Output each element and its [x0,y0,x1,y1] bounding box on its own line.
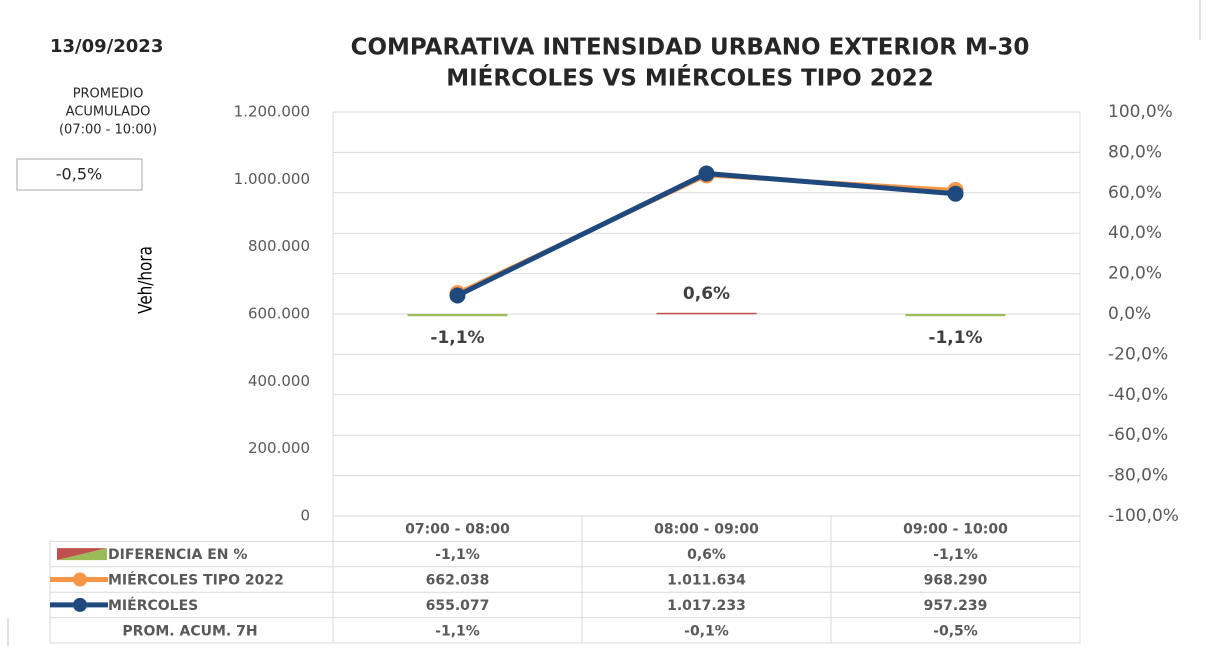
y2-tick-label: -80,0% [1108,466,1168,486]
date: 13/09/2023 [50,36,163,57]
data-label: -1,1% [430,328,484,348]
series-line [456,171,956,298]
y-tick-label: 600.000 [248,305,310,323]
y-tick-label: 1.200.000 [234,103,310,121]
series-marker [698,165,715,182]
table-cell: -1,1% [435,623,480,639]
data-label: -1,1% [928,328,982,348]
y-tick-label: 1.000.000 [234,170,310,188]
y2-tick-label: 100,0% [1108,102,1173,122]
table-cell: 957.239 [924,598,988,614]
row-label: PROM. ACUM. 7H [122,623,257,639]
summary-label: (07:00 - 10:00) [59,123,157,138]
y2-tick-label: 80,0% [1108,142,1162,162]
table-cell: -1,1% [933,547,978,563]
y2-tick-label: -100,0% [1108,506,1179,526]
bar [905,314,1006,317]
table-cell: 662.038 [426,573,490,589]
y2-tick-label: 0,0% [1108,304,1151,324]
legend-key [73,597,87,612]
series-marker [449,287,466,304]
table-cell: 655.077 [426,598,490,614]
table-cell: 1.017.233 [667,598,746,614]
y2-tick-label: 40,0% [1108,223,1162,243]
table-cell: 1.011.634 [667,573,746,589]
table-cell: -0,5% [933,623,978,639]
y-tick-label: 400.000 [248,372,310,390]
table-cell: 0,6% [687,547,726,563]
chart-title: COMPARATIVA INTENSIDAD URBANO EXTERIOR M… [351,35,1030,61]
legend-label: DIFERENCIA EN % [108,547,247,563]
y-tick-label: 800.000 [248,237,310,255]
y-axis-title: Veh/hora [135,246,157,314]
legend-key [57,548,107,561]
data-label: 0,6% [683,284,730,304]
table-cell: -1,1% [435,547,480,563]
legend-label: MIÉRCOLES [108,597,198,614]
bar [407,314,508,317]
chart-title: MIÉRCOLES VS MIÉRCOLES TIPO 2022 [446,64,934,92]
series-marker [947,185,964,202]
x-tick-label: 09:00 - 10:00 [903,522,1008,538]
summary-label: PROMEDIO [73,87,144,102]
bar [656,312,757,315]
table-cell: 968.290 [924,573,988,589]
summary-box [16,158,143,191]
legend-label: MIÉRCOLES TIPO 2022 [108,572,284,589]
x-tick-label: 07:00 - 08:00 [405,522,510,538]
y2-tick-label: 60,0% [1108,183,1162,203]
y-tick-label: 0 [300,507,310,525]
y2-tick-label: -40,0% [1108,385,1168,405]
legend-key [73,572,87,587]
summary-value: -0,5% [56,165,102,184]
x-tick-label: 08:00 - 09:00 [654,522,759,538]
y2-tick-label: -20,0% [1108,344,1168,364]
y2-tick-label: -60,0% [1108,425,1168,445]
y2-tick-label: 20,0% [1108,264,1162,284]
y-tick-label: 200.000 [248,439,310,457]
table-cell: -0,1% [684,623,729,639]
summary-label: ACUMULADO [66,105,151,120]
